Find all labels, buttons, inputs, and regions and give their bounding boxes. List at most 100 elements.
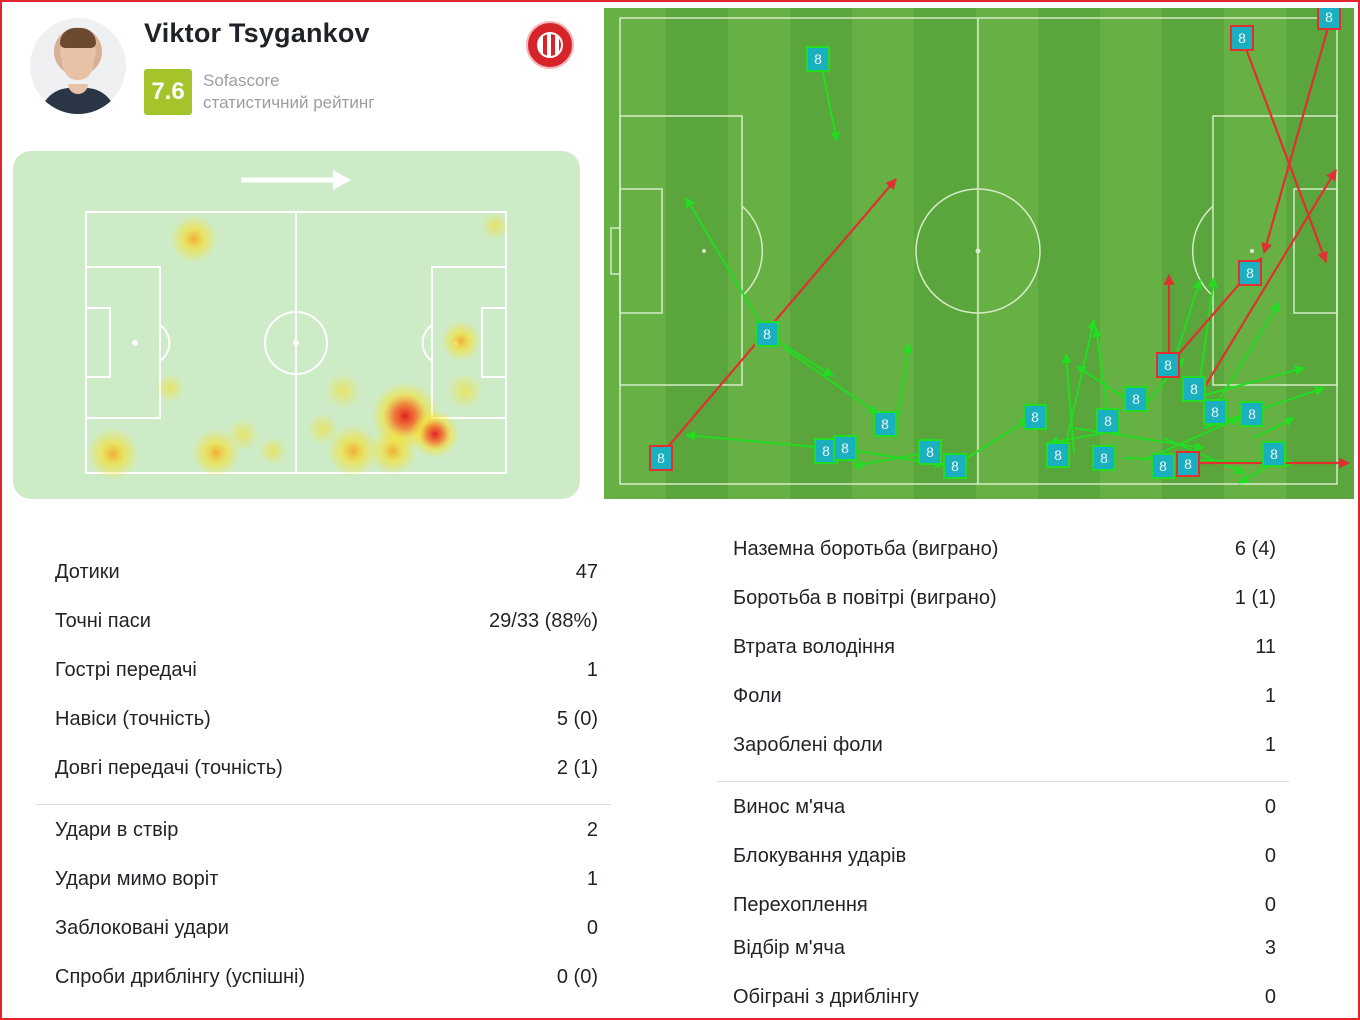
stat-ground-duels: Наземна боротьба (виграно) 6 (4) (733, 533, 1276, 565)
pass-marker[interactable]: 8 (1238, 260, 1262, 286)
stat-touches: Дотики 47 (55, 556, 598, 588)
heatmap (13, 151, 580, 499)
stat-key-passes: Гострі передачі 1 (55, 654, 598, 686)
pass-marker[interactable]: 8 (833, 435, 857, 461)
svg-text:8: 8 (1190, 383, 1198, 398)
svg-text:8: 8 (1325, 11, 1333, 26)
stat-value: 3 (1264, 936, 1276, 959)
pass-marker[interactable]: 8 (1240, 401, 1264, 427)
stat-tackles: Відбір м'яча 3 (733, 932, 1276, 964)
stat-aerial-duels: Боротьба в повітрі (виграно) 1 (1) (733, 582, 1276, 614)
svg-text:8: 8 (881, 418, 889, 433)
pass-marker[interactable]: 8 (1156, 352, 1180, 378)
pass-marker[interactable]: 8 (649, 445, 673, 471)
stat-value: 0 (1264, 844, 1276, 867)
svg-text:8: 8 (1270, 448, 1278, 463)
svg-text:8: 8 (951, 460, 959, 475)
stat-value: 2 (586, 818, 598, 841)
stat-dribbled-past: Обіграні з дриблінгу 0 (733, 981, 1276, 1013)
stat-value: 11 (1255, 635, 1276, 658)
svg-text:8: 8 (822, 445, 830, 460)
stat-value: 2 (1) (556, 756, 598, 779)
pass-marker[interactable]: 8 (1023, 404, 1047, 430)
pass-map-pitch-lines (610, 17, 1338, 485)
stat-label: Удари в ствір (55, 818, 179, 841)
svg-text:8: 8 (1104, 415, 1112, 430)
pass-marker[interactable]: 8 (1176, 451, 1200, 477)
pass-marker[interactable]: 8 (1317, 8, 1341, 30)
stat-blocked-shots: Заблоковані удари 0 (55, 912, 598, 944)
pass-marker[interactable]: 8 (873, 411, 897, 437)
stat-label: Точні паси (55, 609, 151, 632)
player-name[interactable]: Viktor Tsygankov (144, 18, 370, 48)
svg-text:8: 8 (657, 452, 665, 467)
pass-marker[interactable]: 8 (1096, 408, 1120, 434)
stat-label: Удари мимо воріт (55, 867, 219, 890)
stat-value: 47 (575, 560, 598, 583)
stat-value: 29/33 (88%) (489, 609, 598, 632)
pass-marker[interactable]: 8 (1151, 453, 1175, 479)
pass-map-pitch: 8 8 8 8 8 8 8 8 8 8 8 8 8 8 8 8 8 8 8 8 … (604, 8, 1354, 499)
svg-text:8: 8 (1054, 449, 1062, 464)
stat-value: 1 (586, 658, 598, 681)
stat-label: Довгі передачі (точність) (55, 756, 283, 779)
stat-label: Боротьба в повітрі (виграно) (733, 586, 997, 609)
stat-label: Перехоплення (733, 893, 868, 916)
stat-interceptions: Перехоплення 0 (733, 889, 1276, 921)
stat-label: Винос м'яча (733, 795, 846, 818)
stats-divider (717, 781, 1289, 782)
svg-text:8: 8 (1246, 267, 1254, 282)
stat-value: 6 (4) (1234, 537, 1276, 560)
attack-direction-arrow (241, 170, 351, 190)
svg-text:8: 8 (763, 328, 771, 343)
svg-text:8: 8 (1164, 359, 1172, 374)
svg-text:8: 8 (926, 446, 934, 461)
stat-clearances: Винос м'яча 0 (733, 791, 1276, 823)
svg-text:8: 8 (1100, 452, 1108, 467)
pass-marker[interactable]: 8 (1124, 386, 1148, 412)
stat-fouls: Фоли 1 (733, 680, 1276, 712)
pass-marker[interactable]: 8 (806, 46, 830, 72)
rating-caption: статистичний рейтинг (203, 93, 375, 112)
pass-marker[interactable]: 8 (1046, 442, 1070, 468)
club-logo[interactable] (526, 21, 574, 69)
stat-value: 5 (0) (556, 707, 598, 730)
stat-value: 1 (1264, 684, 1276, 707)
stat-label: Обіграні з дриблінгу (733, 985, 919, 1008)
pass-marker[interactable]: 8 (943, 453, 967, 479)
stat-shots-on-target: Удари в ствір 2 (55, 814, 598, 846)
stat-value: 1 (1264, 733, 1276, 756)
stat-label: Блокування ударів (733, 844, 907, 867)
heatmap-pitch (85, 170, 509, 480)
heat-blobs (87, 212, 509, 480)
pass-marker[interactable]: 8 (918, 439, 942, 465)
rating-badge: 7.6 (144, 69, 192, 115)
svg-text:8: 8 (1031, 411, 1039, 426)
stat-value: 0 (1264, 893, 1276, 916)
stat-value: 0 (0) (556, 965, 598, 988)
stats-divider (36, 804, 611, 805)
stat-was-fouled: Зароблені фоли 1 (733, 729, 1276, 761)
stat-label: Зароблені фоли (733, 733, 883, 756)
stat-label: Відбір м'яча (733, 936, 845, 959)
pass-marker[interactable]: 8 (1262, 441, 1286, 467)
stat-value: 0 (1264, 795, 1276, 818)
pass-markers: 8 8 8 8 8 8 8 8 8 8 8 8 8 8 8 8 8 8 8 8 … (649, 8, 1341, 479)
pass-marker[interactable]: 8 (755, 321, 779, 347)
stat-value: 0 (586, 916, 598, 939)
stat-blocked-shots-def: Блокування ударів 0 (733, 840, 1276, 872)
svg-text:8: 8 (1159, 460, 1167, 475)
stat-label: Спроби дриблінгу (успішні) (55, 965, 306, 988)
stat-label: Навіси (точність) (55, 707, 211, 730)
pass-marker[interactable]: 8 (1230, 25, 1254, 51)
heatmap-pitch-lines (85, 211, 507, 474)
player-avatar (30, 18, 126, 114)
pass-marker[interactable]: 8 (1092, 445, 1116, 471)
svg-text:8: 8 (814, 53, 822, 68)
pass-marker[interactable]: 8 (1203, 399, 1227, 425)
svg-text:8: 8 (1132, 393, 1140, 408)
stat-long-balls: Довгі передачі (точність) 2 (1) (55, 752, 598, 784)
stat-label: Дотики (55, 560, 120, 583)
stat-shots-off-target: Удари мимо воріт 1 (55, 863, 598, 895)
pass-marker[interactable]: 8 (1182, 376, 1206, 402)
